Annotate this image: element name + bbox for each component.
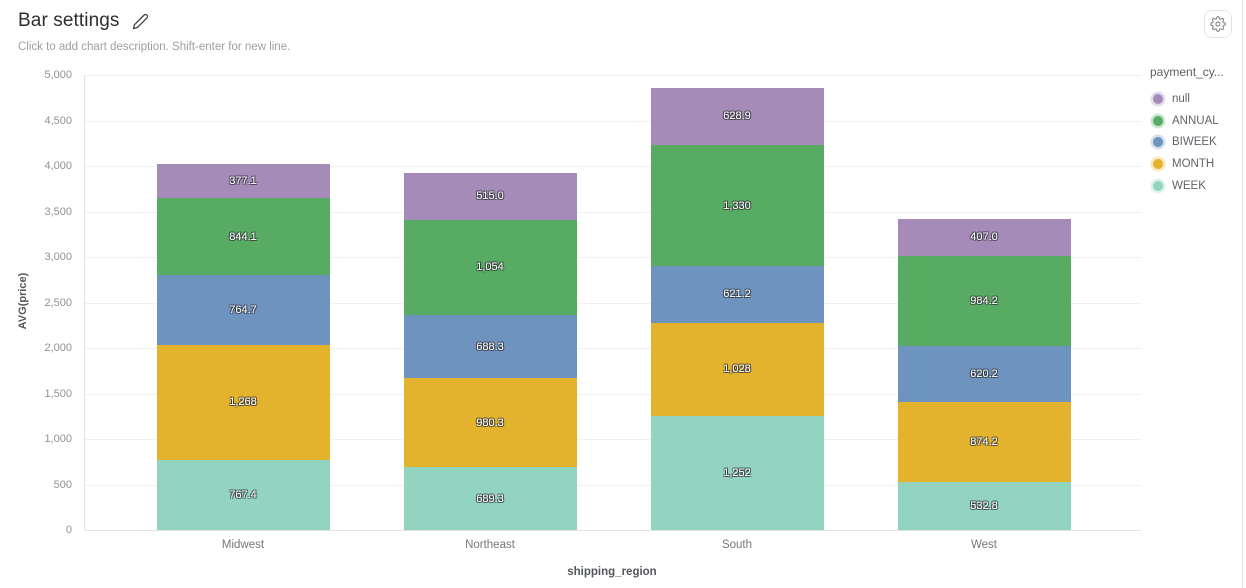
- bar-segment-label: 980.3: [476, 416, 504, 429]
- gridline: [84, 302, 1141, 304]
- legend-title: payment_cy...: [1150, 65, 1224, 79]
- bar-segment-annual-south[interactable]: 1,330: [650, 145, 824, 266]
- gridline: [84, 439, 1141, 440]
- gridline: [84, 211, 1141, 213]
- bar-segment-biweek-south[interactable]: 621.2: [650, 266, 824, 323]
- gridline: [84, 75, 1141, 76]
- legend-swatch-icon: [1153, 93, 1163, 104]
- legend-item-label: BIWEEK: [1172, 136, 1217, 149]
- bar-segment-label: 377.1: [229, 175, 257, 188]
- bar-segment-annual-midwest[interactable]: 844.1: [156, 198, 330, 276]
- y-tick-label: 0: [65, 524, 72, 536]
- bar-segment-null-west[interactable]: 407.0: [897, 218, 1071, 256]
- bar-segment-annual-west[interactable]: 984.2: [897, 256, 1071, 346]
- bar-segment-label: 1,054: [476, 261, 504, 274]
- gridline: [84, 348, 1141, 349]
- chart-description[interactable]: Click to add chart description. Shift-en…: [18, 41, 291, 53]
- bar-segment-week-south[interactable]: 1,252: [650, 416, 824, 530]
- x-category-label: Midwest: [221, 539, 265, 551]
- legend-item-label: MONTH: [1172, 158, 1215, 171]
- legend-swatch-icon: [1153, 181, 1163, 192]
- bar-segment-label: 620.2: [970, 367, 998, 380]
- bar-segment-month-south[interactable]: 1,028: [650, 322, 824, 416]
- legend-item-label: ANNUAL: [1172, 114, 1219, 127]
- bar-segment-label: 407.0: [970, 231, 998, 244]
- x-category-label: South: [721, 539, 753, 551]
- bar-segment-null-northeast[interactable]: 515.0: [403, 172, 577, 220]
- bar-segment-label: 689.3: [476, 492, 504, 505]
- chart-settings-button[interactable]: [1204, 10, 1232, 38]
- bar-segment-week-midwest[interactable]: 767.4: [156, 460, 330, 530]
- legend-item-label: WEEK: [1172, 180, 1206, 193]
- bar-segment-label: 767.4: [229, 489, 257, 502]
- bar-segment-null-south[interactable]: 628.9: [650, 87, 824, 145]
- bar-segment-null-midwest[interactable]: 377.1: [156, 164, 330, 199]
- gear-icon: [1210, 16, 1226, 32]
- legend-item-week[interactable]: WEEK: [1150, 175, 1242, 197]
- bar-segment-label: 628.9: [723, 110, 751, 123]
- bar-segment-label: 984.2: [970, 294, 998, 307]
- bar-segment-label: 621.2: [723, 288, 751, 301]
- legend-item-null[interactable]: null: [1150, 88, 1242, 110]
- y-tick-label: 4,500: [44, 114, 72, 127]
- gridline: [84, 166, 1141, 167]
- y-tick-label: 1,000: [44, 433, 72, 445]
- bar-segment-biweek-midwest[interactable]: 764.7: [156, 275, 330, 345]
- legend-item-biweek[interactable]: BIWEEK: [1150, 132, 1242, 154]
- bar-segment-week-northeast[interactable]: 689.3: [403, 467, 577, 530]
- panel-divider: [1242, 0, 1243, 588]
- bar-segment-week-west[interactable]: 532.8: [897, 481, 1071, 530]
- y-tick-label: 1,500: [44, 387, 72, 400]
- bar-segment-label: 515.0: [476, 190, 504, 203]
- y-tick-label: 500: [53, 478, 72, 491]
- bar-segment-label: 532.8: [970, 499, 998, 512]
- pencil-icon[interactable]: [132, 13, 149, 30]
- y-tick-label: 5,000: [44, 69, 72, 81]
- y-tick-label: 4,000: [44, 160, 72, 172]
- legend-swatch-icon: [1153, 137, 1163, 148]
- gridline: [84, 484, 1141, 486]
- bar-segment-label: 1,028: [723, 363, 751, 376]
- gridline: [84, 257, 1141, 258]
- legend-item-month[interactable]: MONTH: [1150, 153, 1242, 175]
- bar-segment-biweek-northeast[interactable]: 688.3: [403, 315, 577, 378]
- bar-segment-label: 1,330: [723, 199, 751, 212]
- bar-segment-month-northeast[interactable]: 980.3: [403, 378, 577, 468]
- legend-swatch-icon: [1153, 159, 1163, 170]
- y-tick-label: 2,000: [44, 342, 72, 354]
- y-tick-label: 3,500: [44, 205, 72, 218]
- legend-swatch-icon: [1153, 115, 1163, 126]
- page-title[interactable]: Bar settings: [18, 10, 120, 31]
- gridline: [84, 120, 1141, 122]
- bar-segment-label: 764.7: [229, 303, 257, 316]
- x-axis-line: [84, 530, 1141, 531]
- bar-segment-biweek-west[interactable]: 620.2: [897, 345, 1071, 402]
- bar-segment-month-midwest[interactable]: 1,268: [156, 344, 330, 461]
- bar-segment-label: 1,252: [723, 467, 751, 480]
- legend-item-annual[interactable]: ANNUAL: [1150, 110, 1242, 132]
- bar-segment-month-west[interactable]: 874.2: [897, 402, 1071, 482]
- bar-segment-annual-northeast[interactable]: 1,054: [403, 219, 577, 316]
- legend: payment_cy... null ANNUAL BIWEEK MONTH WEEK: [1150, 65, 1242, 197]
- bar-segment-label: 1,268: [229, 396, 257, 409]
- bar-segment-label: 688.3: [476, 340, 504, 353]
- y-axis-title: AVG(price): [17, 272, 29, 330]
- y-tick-label: 2,500: [44, 296, 72, 309]
- x-category-label: Northeast: [465, 539, 515, 551]
- legend-item-label: null: [1172, 92, 1190, 105]
- bar-segment-label: 874.2: [970, 435, 998, 448]
- bar-segment-label: 844.1: [229, 230, 257, 243]
- x-axis-title: shipping_region: [567, 566, 657, 578]
- y-tick-label: 3,000: [44, 251, 72, 263]
- gridline: [84, 393, 1141, 395]
- y-axis-line: [84, 75, 85, 530]
- x-category-label: West: [971, 539, 997, 551]
